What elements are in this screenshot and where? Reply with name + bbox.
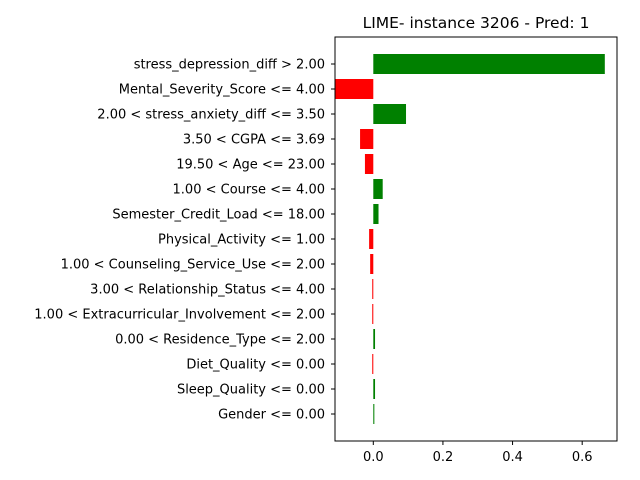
category-label-8: 1.00 < Counseling_Service_Use <= 2.00	[61, 258, 325, 273]
chart-title: LIME- instance 3206 - Pred: 1	[363, 14, 590, 32]
bars-layer	[335, 54, 605, 424]
x-tick-label-0: 0.0	[363, 450, 384, 465]
bar-8	[370, 254, 374, 274]
category-label-9: 3.00 < Relationship_Status <= 4.00	[90, 283, 325, 298]
bar-9	[372, 279, 374, 299]
category-label-12: Diet_Quality <= 0.00	[186, 358, 325, 373]
category-label-6: Semester_Credit_Load <= 18.00	[112, 208, 325, 223]
category-label-0: stress_depression_diff > 2.00	[134, 58, 325, 73]
bar-4	[364, 154, 374, 174]
plot-frame	[334, 36, 618, 442]
bar-12	[372, 354, 374, 374]
category-label-5: 1.00 < Course <= 4.00	[173, 183, 325, 198]
bar-13	[373, 379, 376, 399]
bar-14	[373, 404, 375, 424]
bar-11	[373, 329, 376, 349]
category-label-1: Mental_Severity_Score <= 4.00	[119, 83, 325, 98]
bar-3	[360, 129, 374, 149]
bar-1	[335, 79, 374, 99]
category-label-4: 19.50 < Age <= 23.00	[176, 158, 325, 173]
bar-6	[373, 204, 379, 224]
x-tick-label-1: 0.2	[433, 450, 454, 465]
category-label-3: 3.50 < CGPA <= 3.69	[183, 133, 325, 148]
category-label-2: 2.00 < stress_anxiety_diff <= 3.50	[97, 108, 325, 123]
x-tick-label-3: 0.6	[572, 450, 593, 465]
bar-10	[372, 304, 374, 324]
bar-2	[373, 104, 407, 124]
category-label-13: Sleep_Quality <= 0.00	[177, 383, 325, 398]
bar-5	[373, 179, 383, 199]
category-label-14: Gender <= 0.00	[218, 408, 325, 423]
x-tick-label-2: 0.4	[502, 450, 523, 465]
bar-7	[369, 229, 374, 249]
x-axis-ticks: 0.0 0.2 0.4 0.6	[363, 441, 593, 465]
category-labels: stress_depression_diff > 2.00 Mental_Seve…	[34, 58, 335, 423]
bar-0	[373, 54, 605, 74]
category-label-7: Physical_Activity <= 1.00	[158, 233, 325, 248]
category-label-11: 0.00 < Residence_Type <= 2.00	[115, 333, 325, 348]
category-label-10: 1.00 < Extracurricular_Involvement <= 2.…	[34, 308, 325, 323]
